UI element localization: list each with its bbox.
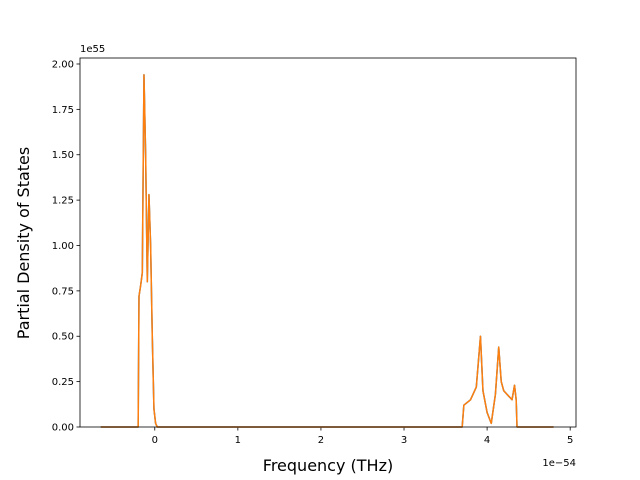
x-tick-label: 1 (235, 435, 241, 446)
line-series (100, 74, 554, 428)
y-tick-label: 0.25 (52, 377, 74, 388)
y-tick-label: 1.00 (52, 241, 74, 252)
x-tick-label: 5 (567, 435, 573, 446)
y-tick-label: 0.50 (52, 332, 74, 343)
x-tick-label: 0 (152, 435, 158, 446)
y-tick-label: 1.25 (52, 196, 74, 207)
line-series (100, 74, 554, 428)
y-offset-label: 1e55 (80, 44, 105, 55)
y-tick-label: 2.00 (52, 59, 74, 70)
y-tick-label: 0.75 (52, 286, 74, 297)
x-tick-label: 3 (401, 435, 407, 446)
y-tick-label: 1.75 (52, 105, 74, 116)
y-tick-label: 1.50 (52, 150, 74, 161)
x-offset-label: 1e−54 (542, 458, 576, 469)
axes-frame (79, 57, 577, 428)
x-tick-label: 4 (484, 435, 490, 446)
y-axis-label: Partial Density of States (14, 147, 33, 339)
x-tick-label: 2 (318, 435, 324, 446)
x-axis-label: Frequency (THz) (263, 456, 393, 475)
y-tick-label: 0.00 (52, 423, 74, 434)
